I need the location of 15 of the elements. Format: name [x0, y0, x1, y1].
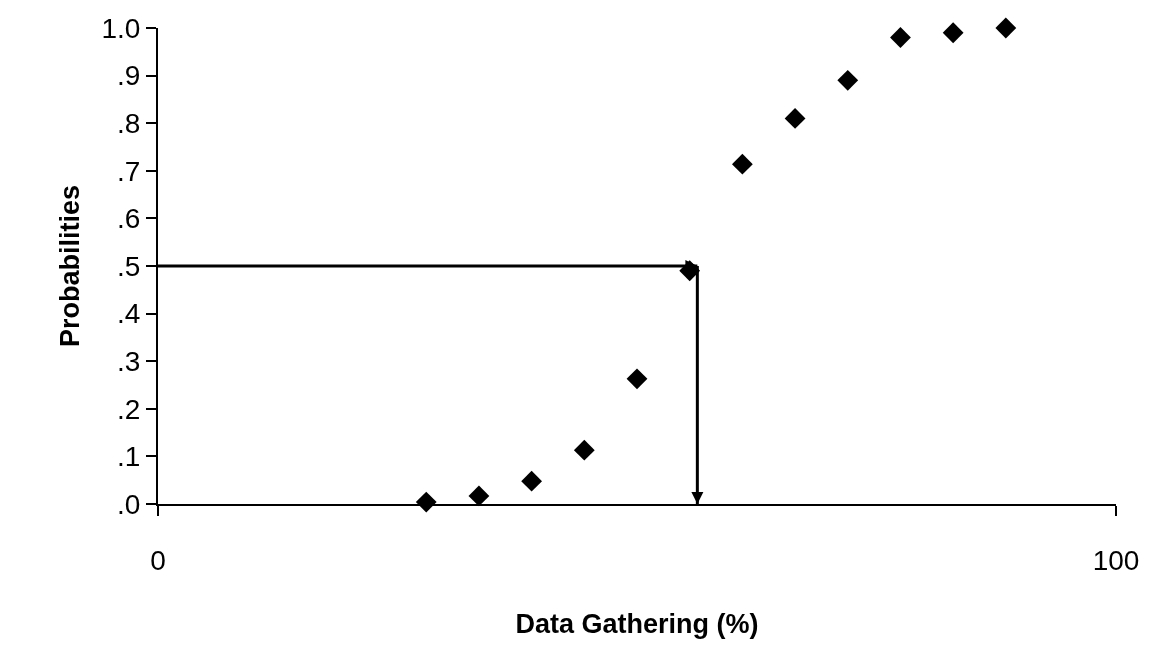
x-tick-label: 0 [150, 544, 166, 576]
y-tick-label: .9 [117, 60, 141, 92]
y-tick-label: .7 [117, 155, 141, 187]
y-tick-label: 1.0 [101, 12, 141, 44]
x-tick-label: 100 [1092, 544, 1140, 576]
x-axis-title: Data Gathering (%) [515, 609, 759, 640]
y-tick-label: .5 [117, 250, 141, 282]
y-axis-title: Probabilities [55, 184, 86, 348]
y-tick-label: .6 [117, 203, 141, 235]
y-tick-label: .4 [117, 298, 141, 330]
y-tick-label: .8 [117, 108, 141, 139]
y-tick-label: .2 [117, 393, 141, 425]
y-tick-label: .3 [117, 346, 141, 377]
y-tick-label: .1 [117, 441, 141, 473]
y-tick-label: .0 [117, 488, 141, 520]
